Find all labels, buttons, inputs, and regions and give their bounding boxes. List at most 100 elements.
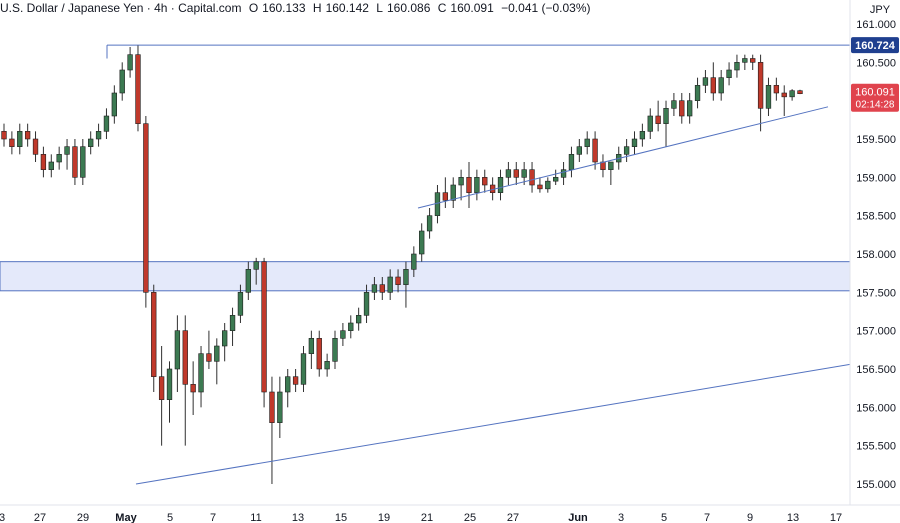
x-tick-label: 25 bbox=[464, 512, 476, 523]
candle-body bbox=[9, 138, 15, 147]
x-tick-label: 27 bbox=[507, 512, 519, 523]
candle-body bbox=[379, 284, 385, 293]
candle-body bbox=[521, 169, 527, 178]
candle-body bbox=[474, 177, 480, 193]
ohlc-open-value: 160.133 bbox=[262, 1, 306, 15]
candle-body bbox=[127, 54, 133, 71]
candle-body bbox=[300, 353, 307, 385]
candle-body bbox=[151, 292, 157, 377]
candle-body bbox=[655, 115, 661, 124]
y-tick-label: 155.000 bbox=[856, 479, 896, 491]
x-tick-label: 13 bbox=[787, 512, 799, 523]
candle-body bbox=[734, 62, 740, 71]
resistance-price-box bbox=[851, 37, 899, 54]
x-tick-label: 5 bbox=[661, 512, 667, 523]
candle-body bbox=[426, 215, 433, 232]
candle-body bbox=[726, 69, 732, 78]
y-tick-label: 161.000 bbox=[856, 19, 896, 31]
candle-body bbox=[40, 154, 47, 170]
candle-body bbox=[24, 131, 31, 140]
candle-body bbox=[269, 391, 275, 423]
y-tick-label: 157.000 bbox=[856, 326, 896, 338]
candle-body bbox=[639, 131, 646, 140]
candle-body bbox=[80, 146, 86, 178]
y-tick-label: 156.500 bbox=[856, 364, 896, 376]
candle-body bbox=[781, 92, 787, 98]
candle-body bbox=[773, 85, 780, 94]
y-tick-label: 158.000 bbox=[856, 249, 896, 261]
candle-body bbox=[497, 177, 504, 193]
candle-body bbox=[277, 391, 283, 423]
candle-body bbox=[1, 131, 7, 140]
candle-body bbox=[308, 338, 315, 354]
candle-body bbox=[158, 376, 165, 400]
y-tick-label: 158.500 bbox=[856, 211, 896, 223]
ohlc-high-value: 160.142 bbox=[325, 1, 369, 15]
candle-body bbox=[442, 192, 449, 201]
candle-body bbox=[363, 292, 370, 316]
candle-body bbox=[229, 315, 236, 331]
candle-body bbox=[529, 169, 535, 186]
candle-body bbox=[545, 180, 551, 190]
y-tick-label: 160.500 bbox=[856, 57, 896, 69]
candle-body bbox=[553, 177, 559, 182]
candle-body bbox=[686, 100, 693, 117]
ohlc-low-value: 160.086 bbox=[386, 1, 431, 15]
candle-body bbox=[340, 330, 346, 339]
candle-body bbox=[261, 261, 267, 393]
x-tick-label: May bbox=[115, 512, 137, 523]
long-trendline bbox=[135, 363, 851, 485]
candle-body bbox=[419, 230, 425, 255]
candle-body bbox=[576, 146, 582, 155]
candle-body bbox=[718, 77, 724, 94]
candle-body bbox=[292, 376, 299, 385]
candle-body bbox=[387, 276, 393, 293]
x-tick-label: 3 bbox=[618, 512, 624, 523]
candle-body bbox=[623, 146, 630, 155]
candle-body bbox=[95, 131, 102, 140]
candle-body bbox=[214, 345, 220, 362]
candle-body bbox=[111, 92, 118, 117]
current-price-box bbox=[851, 83, 899, 112]
candle-body bbox=[466, 177, 472, 193]
candle-body bbox=[166, 368, 173, 400]
candle-body bbox=[568, 154, 575, 170]
candle-body bbox=[560, 169, 567, 178]
candle-body bbox=[253, 261, 259, 270]
candle-body bbox=[237, 292, 244, 316]
x-tick-label: 7 bbox=[704, 512, 710, 523]
candle-body bbox=[135, 54, 141, 124]
x-tick-label: 5 bbox=[167, 512, 173, 523]
candle-body bbox=[750, 58, 756, 63]
x-tick-label: Jun bbox=[568, 512, 588, 523]
candle-body bbox=[450, 184, 456, 201]
y-tick-label: 159.000 bbox=[856, 172, 896, 184]
candle-body bbox=[757, 62, 764, 109]
x-tick-label: 11 bbox=[250, 512, 261, 523]
candle-body bbox=[694, 85, 701, 101]
candle-body bbox=[765, 85, 772, 109]
x-tick-label: 17 bbox=[830, 512, 842, 523]
x-tick-label: 21 bbox=[421, 512, 433, 523]
candle-body bbox=[710, 77, 716, 94]
candle-body bbox=[411, 253, 417, 270]
candle-body bbox=[608, 161, 614, 170]
ohlc-high-label: H bbox=[312, 1, 322, 15]
candle-body bbox=[198, 353, 204, 393]
candle-body bbox=[403, 269, 409, 285]
candle-body bbox=[537, 184, 543, 190]
candle-body bbox=[631, 138, 638, 147]
candle-body bbox=[17, 131, 23, 147]
candle-body bbox=[182, 330, 188, 385]
x-tick-label: 19 bbox=[378, 512, 390, 523]
countdown-label: 02:14:28 bbox=[856, 100, 895, 111]
candle-body bbox=[324, 361, 330, 370]
candle-body bbox=[702, 77, 709, 86]
candle-body bbox=[355, 315, 362, 324]
resistance-price-label: 160.724 bbox=[855, 40, 896, 52]
candle-body bbox=[584, 138, 590, 147]
candle-body bbox=[285, 376, 291, 393]
candle-body bbox=[222, 330, 228, 347]
candle-body bbox=[72, 146, 78, 178]
